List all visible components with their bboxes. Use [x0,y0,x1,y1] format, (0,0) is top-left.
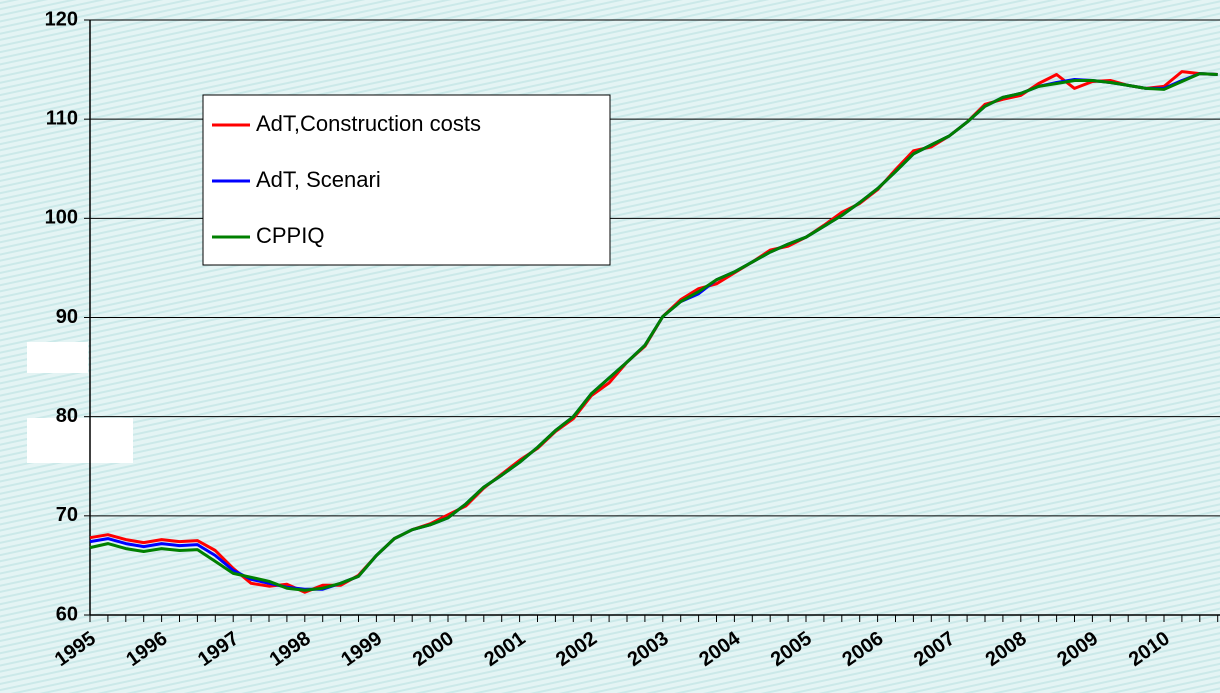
legend-label: AdT,Construction costs [256,111,481,136]
blank-patch [27,418,133,463]
y-tick-label: 60 [56,603,78,625]
legend-label: AdT, Scenari [256,167,381,192]
y-tick-label: 100 [45,207,78,229]
y-tick-label: 110 [46,107,78,129]
y-tick-label: 90 [56,306,78,328]
blank-patch [27,342,88,373]
series-line [89,72,1218,592]
legend: AdT,Construction costs AdT, Scenari CPPIQ [202,94,611,266]
y-tick-label: 80 [56,405,78,427]
y-tick-label: 120 [45,8,78,30]
legend-label: CPPIQ [256,223,324,248]
y-tick-label: 70 [56,504,78,526]
legend-box [202,94,611,266]
